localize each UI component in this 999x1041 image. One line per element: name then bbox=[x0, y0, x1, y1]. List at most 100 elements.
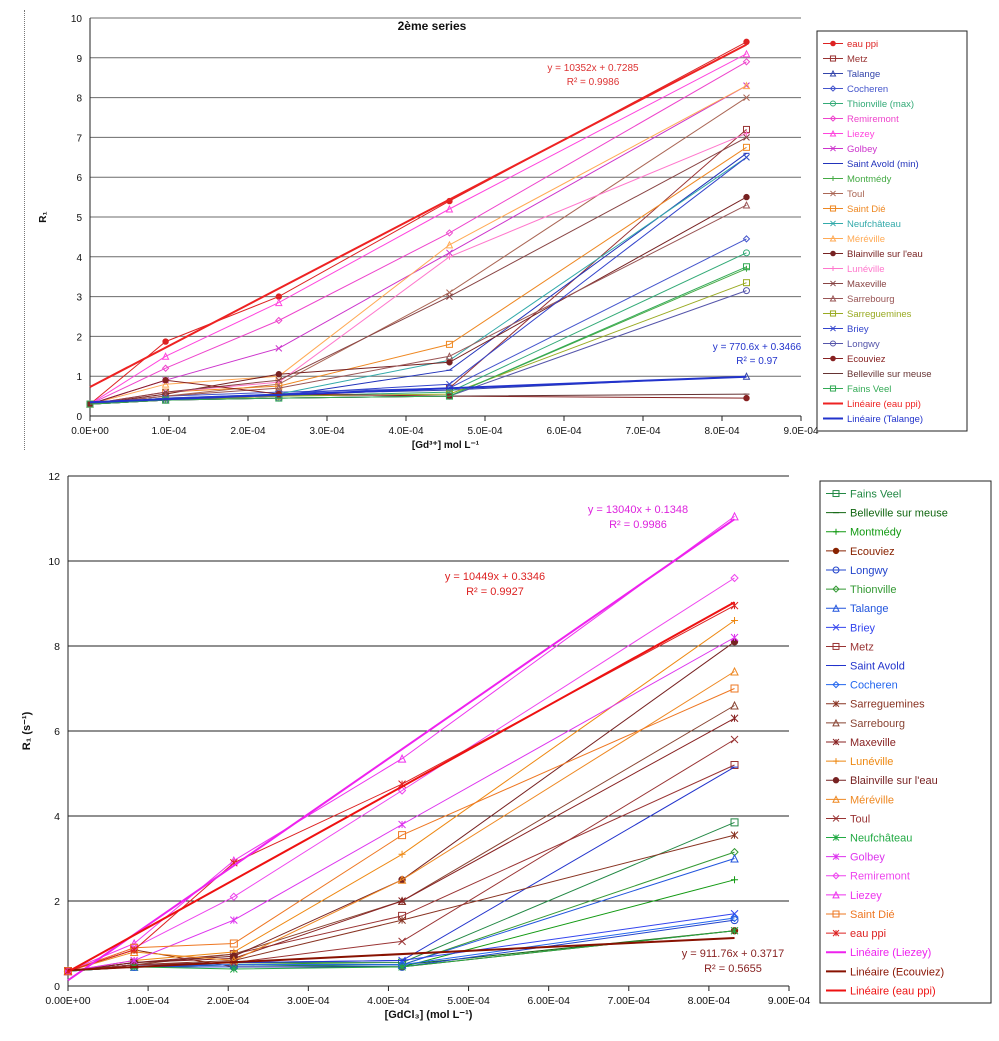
legend-marker bbox=[832, 490, 840, 498]
legend-item: Liezey bbox=[823, 129, 875, 140]
chart-2eme-series: 0 1 2 3 4 5 6 7 8 9 10 0.0E+00 1.0E-04 2.0E-04 3.0E-04… bbox=[38, 14, 968, 451]
y-tick-label: 12 bbox=[48, 471, 60, 483]
data-point bbox=[730, 926, 739, 935]
legend-marker bbox=[830, 280, 836, 287]
legend-label: Neufchâteau bbox=[847, 219, 901, 230]
legend-item: Sarrebourg bbox=[826, 718, 905, 730]
legend-marker bbox=[832, 777, 840, 784]
y-tick-label: 7 bbox=[76, 133, 82, 144]
legend-item: Sarreguemines bbox=[826, 699, 925, 711]
data-point bbox=[229, 916, 238, 924]
legend-item: Saint Dié bbox=[823, 204, 886, 215]
x-tick-label: 2.00E-04 bbox=[207, 995, 250, 1007]
legend-label: Lunéville bbox=[850, 756, 893, 768]
x-tick-label: 8.00E-04 bbox=[688, 995, 731, 1007]
legend-label: Longwy bbox=[847, 339, 880, 350]
legend-item: Sarreguemines bbox=[823, 309, 912, 320]
page-margin-rule bbox=[24, 10, 25, 450]
data-point bbox=[730, 700, 739, 710]
data-point bbox=[398, 831, 407, 840]
data-point bbox=[275, 298, 283, 307]
legend-label: Briey bbox=[847, 324, 869, 335]
data-point bbox=[446, 249, 453, 257]
data-point bbox=[397, 786, 407, 795]
data-point bbox=[445, 340, 453, 348]
legend-item: Blainville sur l'eau bbox=[826, 775, 938, 787]
trendline bbox=[67, 601, 736, 973]
data-point bbox=[730, 666, 739, 676]
legend-marker bbox=[832, 624, 840, 631]
y-tick-label: 2 bbox=[76, 332, 82, 343]
data-point bbox=[743, 394, 750, 402]
legend-marker bbox=[832, 872, 840, 880]
legend-item: Remiremont bbox=[826, 871, 910, 883]
data-point bbox=[162, 338, 169, 345]
legend-label: Sarrebourg bbox=[847, 294, 895, 305]
y-axis-title: R₁ bbox=[38, 211, 49, 222]
trendline-equation: y = 911.76x + 0.3717 bbox=[682, 948, 785, 960]
data-point bbox=[743, 130, 750, 137]
legend-label: Méréville bbox=[850, 794, 894, 806]
trendline-r2: R² = 0.97 bbox=[736, 356, 778, 367]
trendline bbox=[67, 518, 736, 982]
legend-marker bbox=[832, 585, 840, 593]
y-tick-label: 9 bbox=[76, 54, 82, 65]
legend-marker bbox=[832, 718, 840, 727]
data-point bbox=[229, 965, 238, 973]
legend-marker bbox=[829, 55, 837, 62]
chart-title: 2ème series bbox=[398, 19, 467, 33]
legend-item: Linéaire (Ecouviez) bbox=[826, 966, 944, 978]
x-tick-label: 4.00E-04 bbox=[367, 995, 410, 1007]
data-point bbox=[398, 850, 406, 858]
data-point bbox=[397, 875, 407, 884]
legend-label: Sarrebourg bbox=[850, 718, 905, 730]
y-axis-title: R₁ (s⁻¹) bbox=[21, 711, 33, 750]
legend-marker bbox=[830, 145, 836, 152]
data-point bbox=[446, 380, 453, 388]
legend-marker bbox=[830, 325, 836, 332]
data-point bbox=[731, 617, 739, 624]
data-point bbox=[397, 754, 407, 763]
data-point bbox=[730, 853, 739, 863]
legend-label: Neufchâteau bbox=[850, 833, 912, 845]
data-point bbox=[742, 263, 750, 271]
data-point bbox=[229, 892, 239, 901]
legend-marker bbox=[832, 853, 840, 860]
data-point bbox=[398, 963, 406, 971]
data-point bbox=[742, 287, 750, 295]
legend-marker bbox=[830, 265, 836, 272]
legend-item: eau ppi bbox=[823, 39, 878, 50]
data-point bbox=[445, 240, 454, 249]
legend-label: Longwy bbox=[850, 565, 888, 577]
data-point bbox=[130, 956, 139, 965]
legend-item: Maxeville bbox=[826, 737, 896, 749]
data-point bbox=[730, 761, 739, 769]
data-point bbox=[743, 265, 750, 272]
legend-label: Metz bbox=[850, 641, 874, 653]
x-tick-label: 5.00E-04 bbox=[447, 995, 490, 1007]
series-19 bbox=[64, 633, 739, 975]
data-point bbox=[742, 143, 750, 151]
data-point bbox=[730, 909, 739, 918]
legend-label: Cocheren bbox=[847, 84, 888, 95]
chart-gdcl3: 0 2 4 6 8 10 12 0.00E+00 1.00E-04 2.00E-04 3.00E-0… bbox=[21, 471, 992, 1021]
legend-item: Ecouviez bbox=[823, 354, 886, 365]
legend-marker bbox=[829, 385, 837, 392]
legend-label: Fains Veel bbox=[850, 489, 901, 501]
legend-marker bbox=[829, 340, 837, 347]
legend-marker bbox=[832, 566, 840, 574]
legend-item: Maxeville bbox=[823, 279, 887, 290]
legend-item: Longwy bbox=[826, 565, 888, 577]
legend-label: Metz bbox=[847, 54, 868, 65]
data-point bbox=[743, 134, 750, 141]
legend-label: Remiremont bbox=[850, 871, 910, 883]
y-tick-label: 1 bbox=[76, 372, 82, 383]
trendline-r2: R² = 0.9986 bbox=[567, 77, 620, 88]
legend-label: Fains Veel bbox=[847, 384, 891, 395]
y-tick-label: 0 bbox=[54, 981, 60, 993]
legend-marker bbox=[829, 115, 837, 122]
y-tick-label: 4 bbox=[76, 253, 82, 264]
legend-label: Linéaire (Talange) bbox=[847, 414, 923, 425]
legend: eau ppi Metz Talange Cocheren Thionville (ma… bbox=[816, 30, 968, 432]
data-point bbox=[275, 316, 283, 325]
